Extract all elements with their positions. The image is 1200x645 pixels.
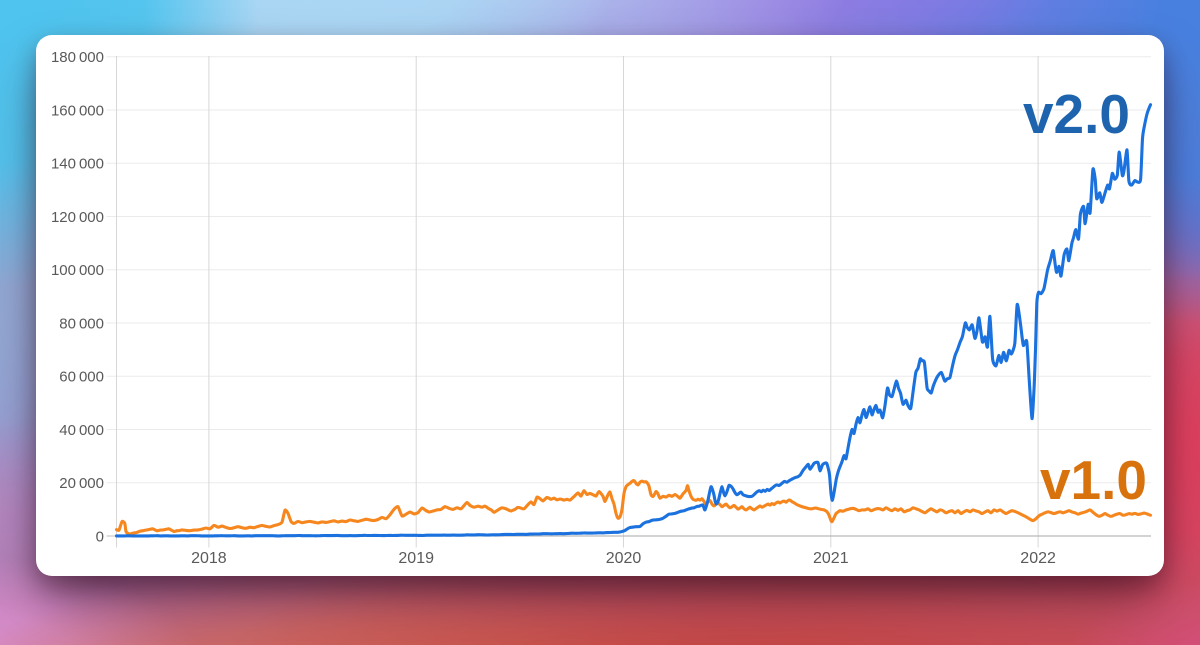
svg-text:80 000: 80 000 [59, 315, 104, 332]
svg-text:0: 0 [96, 528, 104, 545]
svg-text:100 000: 100 000 [51, 262, 104, 279]
svg-text:120 000: 120 000 [51, 209, 104, 226]
svg-text:60 000: 60 000 [59, 369, 104, 386]
svg-text:v2.0: v2.0 [1023, 83, 1130, 145]
svg-text:180 000: 180 000 [51, 49, 104, 66]
svg-text:140 000: 140 000 [51, 156, 104, 173]
svg-text:v1.0: v1.0 [1040, 449, 1147, 511]
svg-text:2022: 2022 [1020, 550, 1056, 567]
svg-text:2018: 2018 [191, 550, 227, 567]
svg-text:160 000: 160 000 [51, 102, 104, 119]
svg-text:2019: 2019 [398, 550, 434, 567]
svg-text:20 000: 20 000 [59, 475, 104, 492]
svg-text:40 000: 40 000 [59, 422, 104, 439]
svg-text:2020: 2020 [606, 550, 642, 567]
svg-text:2021: 2021 [813, 550, 849, 567]
